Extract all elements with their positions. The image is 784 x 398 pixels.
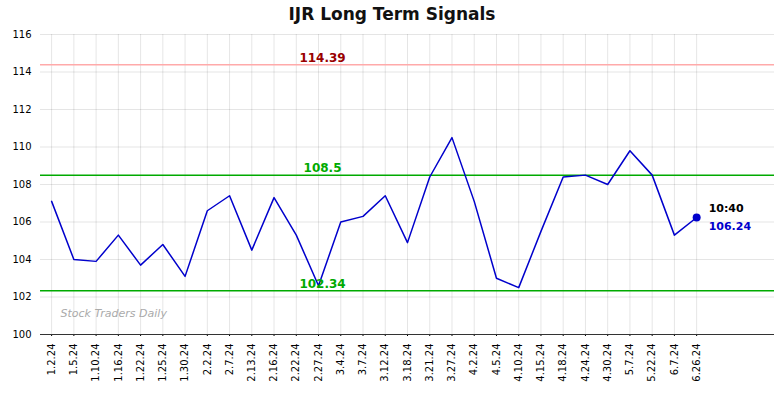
svg-text:2.13.24: 2.13.24 <box>246 344 257 382</box>
svg-text:1.10.24: 1.10.24 <box>90 344 101 382</box>
svg-text:4.10.24: 4.10.24 <box>513 344 524 382</box>
svg-text:1.25.24: 1.25.24 <box>157 344 168 382</box>
svg-text:6.7.24: 6.7.24 <box>669 344 680 376</box>
svg-text:112: 112 <box>12 104 31 115</box>
svg-text:3.21.24: 3.21.24 <box>424 344 435 382</box>
svg-text:1.16.24: 1.16.24 <box>113 344 124 382</box>
svg-text:4.30.24: 4.30.24 <box>602 344 613 382</box>
svg-text:2.2.24: 2.2.24 <box>202 344 213 376</box>
svg-text:102: 102 <box>12 291 31 302</box>
svg-text:2.16.24: 2.16.24 <box>268 344 279 382</box>
svg-text:3.18.24: 3.18.24 <box>402 344 413 382</box>
svg-text:104: 104 <box>12 254 31 265</box>
svg-text:114.39: 114.39 <box>299 51 345 65</box>
svg-text:3.27.24: 3.27.24 <box>446 344 457 382</box>
svg-text:116: 116 <box>12 29 31 40</box>
svg-text:3.7.24: 3.7.24 <box>357 344 368 376</box>
svg-text:2.7.24: 2.7.24 <box>224 344 235 376</box>
svg-text:4.24.24: 4.24.24 <box>580 344 591 382</box>
svg-text:4.2.24: 4.2.24 <box>468 344 479 376</box>
svg-text:102.34: 102.34 <box>299 277 345 291</box>
svg-text:114: 114 <box>12 66 31 77</box>
svg-text:106.24: 106.24 <box>709 220 752 233</box>
svg-text:1.30.24: 1.30.24 <box>179 344 190 382</box>
svg-text:10:40: 10:40 <box>709 202 744 215</box>
svg-text:2.22.24: 2.22.24 <box>290 344 301 382</box>
svg-text:1.2.24: 1.2.24 <box>46 344 57 376</box>
svg-text:3.4.24: 3.4.24 <box>335 344 346 376</box>
svg-text:5.22.24: 5.22.24 <box>646 344 657 382</box>
svg-text:1.5.24: 1.5.24 <box>68 344 79 376</box>
svg-text:4.15.24: 4.15.24 <box>535 344 546 382</box>
svg-text:5.7.24: 5.7.24 <box>624 344 635 376</box>
svg-text:Stock Traders Daily: Stock Traders Daily <box>61 307 168 320</box>
svg-text:110: 110 <box>12 141 31 152</box>
html-text:IJR Long Term Signals: IJR Long Term Signals <box>288 4 496 24</box>
svg-text:108: 108 <box>12 179 31 190</box>
svg-text:1.22.24: 1.22.24 <box>135 344 146 382</box>
svg-text:108.5: 108.5 <box>304 161 342 175</box>
svg-text:6.26.24: 6.26.24 <box>691 344 702 382</box>
svg-text:100: 100 <box>12 329 31 340</box>
svg-text:4.18.24: 4.18.24 <box>557 344 568 382</box>
svg-text:3.12.24: 3.12.24 <box>379 344 390 382</box>
svg-text:4.5.24: 4.5.24 <box>491 344 502 376</box>
svg-text:106: 106 <box>12 216 31 227</box>
svg-text:2.27.24: 2.27.24 <box>313 344 324 382</box>
